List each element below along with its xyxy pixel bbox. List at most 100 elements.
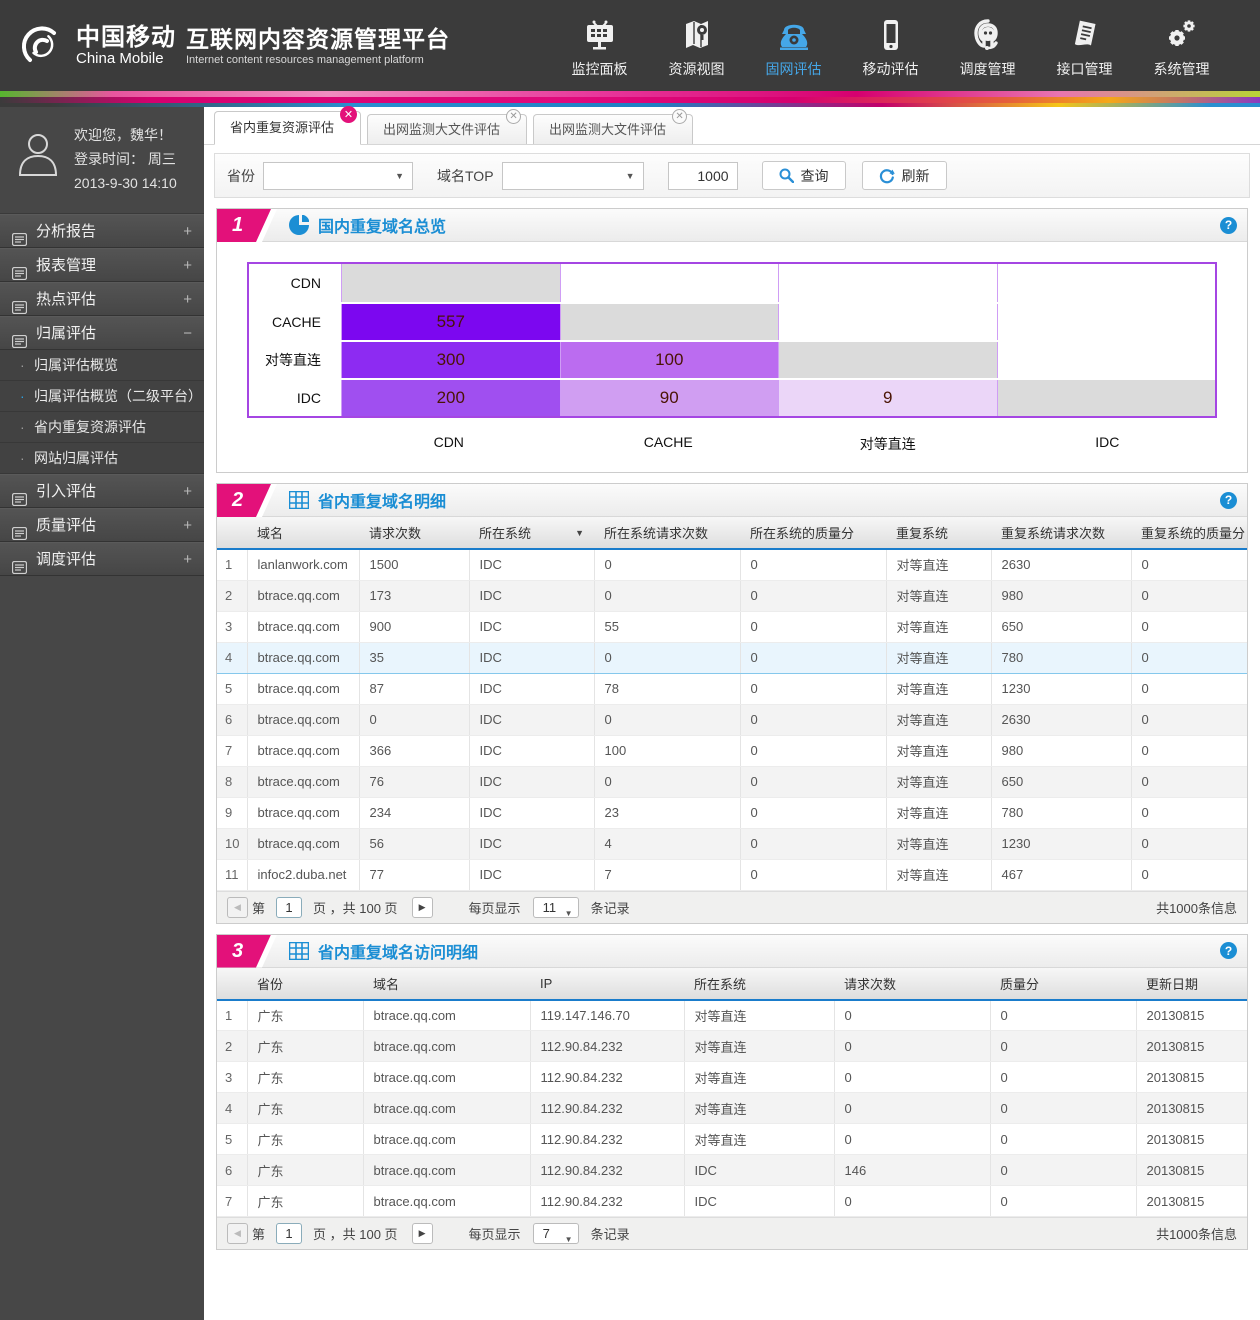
nav-item-4[interactable]: 移动评估 xyxy=(842,12,939,79)
expand-icon[interactable]: + xyxy=(183,291,192,308)
col-质量分[interactable]: 质量分 xyxy=(990,967,1136,1001)
col-重复系统的质量分[interactable]: 重复系统的质量分 xyxy=(1131,517,1247,550)
page-number-input[interactable] xyxy=(276,1223,303,1244)
col-域名[interactable]: 域名 xyxy=(247,517,359,550)
refresh-button[interactable]: 刷新 xyxy=(861,161,947,190)
duplicate-domain-matrix-chart: CDN CACHE 557 对等直连 300 100 IDC 200 90 9 CDN CACHE 对… xyxy=(217,242,1247,472)
cell: 0 xyxy=(1131,580,1247,612)
cell: 1230 xyxy=(991,673,1132,705)
prev-page-button[interactable]: ◀ xyxy=(227,896,248,918)
sidebar-item-分析报告[interactable]: 分析报告 + xyxy=(0,214,204,248)
table-row[interactable]: 6 广东 btrace.qq.com 112.90.84.232 IDC 146 0 2013… xyxy=(217,1154,1247,1186)
province-select[interactable]: ▼ xyxy=(263,161,413,190)
next-page-button[interactable]: ▶ xyxy=(411,1223,433,1244)
col-域名[interactable]: 域名 xyxy=(363,967,530,1001)
map-icon xyxy=(680,12,714,52)
sidebar-subitem-归属评估概览[interactable]: · 归属评估概览 xyxy=(0,350,204,381)
table-row[interactable]: 9 btrace.qq.com 234 IDC 23 0 对等直连 780 0 xyxy=(217,797,1247,829)
col-所在系统的质量分[interactable]: 所在系统的质量分 xyxy=(740,517,886,550)
sidebar-subitem-网站归属评估[interactable]: · 网站归属评估 xyxy=(0,443,204,474)
nav-item-2[interactable]: 资源视图 xyxy=(648,12,745,79)
chevron-down-icon: ▼ xyxy=(564,1235,573,1244)
expand-icon[interactable]: + xyxy=(183,517,192,534)
expand-icon[interactable]: + xyxy=(183,551,192,568)
col-重复系统请求次数[interactable]: 重复系统请求次数 xyxy=(991,517,1131,550)
col-重复系统[interactable]: 重复系统 xyxy=(886,517,991,550)
close-icon[interactable]: ✕ xyxy=(506,109,522,125)
cell: 467 xyxy=(991,859,1132,891)
table-row[interactable]: 7 广东 btrace.qq.com 112.90.84.232 IDC 0 0 201308… xyxy=(217,1185,1247,1217)
col-所在系统请求次数[interactable]: 所在系统请求次数 xyxy=(594,517,740,550)
nav-item-5[interactable]: 调度管理 xyxy=(939,12,1036,79)
domain-top-select[interactable]: ▼ xyxy=(501,161,644,190)
table-row[interactable]: 2 广东 btrace.qq.com 112.90.84.232 对等直连 0 0 20130… xyxy=(217,1030,1247,1062)
col-请求次数[interactable]: 请求次数 xyxy=(359,517,469,550)
sidebar-item-报表管理[interactable]: 报表管理 + xyxy=(0,248,204,282)
close-icon[interactable]: ✕ xyxy=(340,106,358,123)
table-row[interactable]: 5 btrace.qq.com 87 IDC 78 0 对等直连 1230 0 xyxy=(217,673,1247,705)
tab-1[interactable]: 省内重复资源评估 ✕ xyxy=(214,106,362,145)
expand-icon[interactable]: + xyxy=(183,483,192,500)
expand-icon[interactable]: + xyxy=(183,223,192,240)
nav-item-3[interactable]: 固网评估 xyxy=(745,12,842,79)
tab-2[interactable]: 出网监测大文件评估 ✕ xyxy=(367,109,528,144)
col-IP[interactable]: IP xyxy=(530,967,684,1001)
page-number-input[interactable] xyxy=(276,896,303,918)
section3-title: 省内重复域名访问明细 xyxy=(318,944,479,962)
col-省份[interactable]: 省份 xyxy=(247,967,363,1001)
table-row[interactable]: 1 广东 btrace.qq.com 119.147.146.70 对等直连 0 0 2013… xyxy=(217,999,1247,1031)
per-page-select[interactable]: 7 ▼ xyxy=(532,1223,579,1244)
login-time-value: 2013-9-30 14:10 xyxy=(74,175,177,191)
table-grid-icon xyxy=(289,491,309,509)
table-row[interactable]: 5 广东 btrace.qq.com 112.90.84.232 对等直连 0 0 20130… xyxy=(217,1123,1247,1155)
sidebar-item-引入评估[interactable]: 引入评估 + xyxy=(0,474,204,508)
table-row[interactable]: 8 btrace.qq.com 76 IDC 0 0 对等直连 650 0 xyxy=(217,766,1247,798)
sidebar-item-归属评估[interactable]: 归属评估 − xyxy=(0,316,204,350)
cell: 7 xyxy=(594,859,741,891)
col-更新日期[interactable]: 更新日期 xyxy=(1136,967,1247,1001)
col-请求次数[interactable]: 请求次数 xyxy=(834,967,990,1001)
refresh-icon xyxy=(879,168,895,183)
cell: 780 xyxy=(991,641,1132,674)
nav-item-6[interactable]: 接口管理 xyxy=(1036,12,1133,79)
table-row[interactable]: 11 infoc2.duba.net 77 IDC 7 0 对等直连 467 0 xyxy=(217,859,1247,891)
sidebar-subitem-归属评估概览（二级平台）[interactable]: · 归属评估概览（二级平台） xyxy=(0,381,204,412)
app-subtitle: Internet content resources management pl… xyxy=(186,53,424,66)
table-row[interactable]: 7 btrace.qq.com 366 IDC 100 0 对等直连 980 0 xyxy=(217,735,1247,767)
collapse-icon[interactable]: − xyxy=(183,325,192,342)
cell: 广东 xyxy=(247,1123,364,1155)
help-icon[interactable]: ? xyxy=(1220,942,1237,959)
tab-3[interactable]: 出网监测大文件评估 ✕ xyxy=(533,109,694,144)
table-row[interactable]: 2 btrace.qq.com 173 IDC 0 0 对等直连 980 0 xyxy=(217,580,1247,612)
next-page-button[interactable]: ▶ xyxy=(411,896,433,918)
sidebar-item-质量评估[interactable]: 质量评估 + xyxy=(0,508,204,542)
close-icon[interactable]: ✕ xyxy=(672,109,688,125)
nav-item-7[interactable]: 系统管理 xyxy=(1133,12,1230,79)
sidebar-item-调度评估[interactable]: 调度评估 + xyxy=(0,542,204,576)
col-所在系统[interactable]: 所在系统 ▼ xyxy=(469,517,594,550)
help-icon[interactable]: ? xyxy=(1220,491,1237,509)
sidebar-subitem-省内重复资源评估[interactable]: · 省内重复资源评估 xyxy=(0,412,204,443)
per-page-select[interactable]: 11 ▼ xyxy=(532,896,579,918)
table-row[interactable]: 4 btrace.qq.com 35 IDC 0 0 对等直连 780 0 xyxy=(217,641,1247,674)
table-row[interactable]: 3 btrace.qq.com 900 IDC 55 0 对等直连 650 0 xyxy=(217,611,1247,643)
document-icon xyxy=(11,485,28,519)
table-row[interactable]: 1 lanlanwork.com 1500 IDC 0 0 对等直连 2630 0 xyxy=(217,549,1247,581)
cell: 0 xyxy=(740,797,887,829)
help-icon[interactable]: ? xyxy=(1220,216,1237,234)
nav-item-1[interactable]: 监控面板 xyxy=(551,12,648,79)
table-row[interactable]: 3 广东 btrace.qq.com 112.90.84.232 对等直连 0 0 20130… xyxy=(217,1061,1247,1093)
headset-icon xyxy=(970,12,1006,52)
table-row[interactable]: 6 btrace.qq.com 0 IDC 0 0 对等直连 2630 0 xyxy=(217,704,1247,736)
table-row[interactable]: 10 btrace.qq.com 56 IDC 4 0 对等直连 1230 0 xyxy=(217,828,1247,860)
top-count-input[interactable] xyxy=(667,161,738,190)
col-所在系统[interactable]: 所在系统 xyxy=(684,967,834,1001)
cell: 对等直连 xyxy=(886,735,992,767)
search-button[interactable]: 查询 xyxy=(761,161,846,190)
filter-dropdown-icon[interactable]: ▼ xyxy=(575,528,584,538)
table-row[interactable]: 4 广东 btrace.qq.com 112.90.84.232 对等直连 0 0 20130… xyxy=(217,1092,1247,1124)
nav-label: 系统管理 xyxy=(1153,61,1210,77)
expand-icon[interactable]: + xyxy=(183,257,192,274)
prev-page-button[interactable]: ◀ xyxy=(227,1223,248,1244)
sidebar-item-热点评估[interactable]: 热点评估 + xyxy=(0,282,204,316)
